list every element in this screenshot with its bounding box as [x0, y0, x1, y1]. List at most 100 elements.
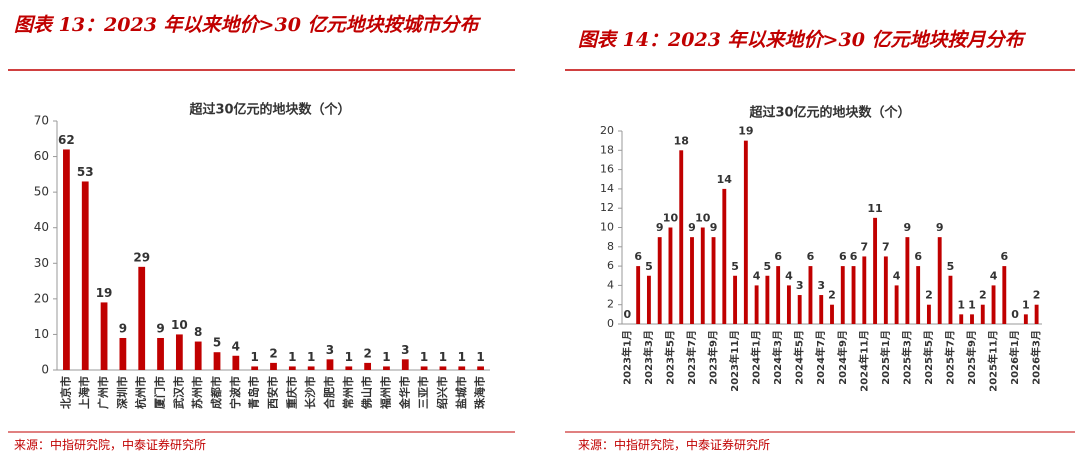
x-tick-label: 2023年7月	[685, 330, 698, 385]
bar	[175, 334, 183, 370]
y-tick-label: 14	[600, 182, 614, 195]
y-tick-label: 2	[607, 298, 614, 311]
x-tick-label: 2023年3月	[642, 330, 655, 385]
x-tick-label: 长沙市	[303, 376, 317, 409]
x-tick-label: 2023年5月	[663, 330, 676, 385]
bar	[819, 295, 824, 324]
bar	[754, 285, 759, 324]
x-tick-label: 2026年3月	[1030, 330, 1043, 385]
value-label: 1	[288, 350, 296, 364]
y-tick-label: 50	[34, 185, 49, 199]
y-tick-label: 16	[600, 163, 614, 176]
bar	[970, 314, 974, 324]
bar	[959, 314, 964, 324]
value-label: 10	[663, 212, 679, 225]
value-label: 1	[968, 298, 976, 311]
bar	[326, 359, 334, 370]
bar	[991, 285, 996, 324]
value-label: 1	[307, 350, 315, 364]
y-tick-label: 40	[34, 220, 49, 234]
heading: 图表 14：2023 年以来地价>30 亿元地块按月分布	[578, 29, 1024, 51]
bar	[905, 237, 910, 324]
value-label: 4	[753, 269, 761, 282]
value-label: 1	[458, 350, 466, 364]
bar	[213, 352, 221, 370]
x-tick-label: 常州市	[341, 376, 355, 409]
x-tick-label: 深圳市	[115, 376, 129, 409]
x-tick-label: 珠海市	[473, 376, 487, 409]
value-label: 9	[119, 321, 127, 335]
value-label: 1	[476, 350, 484, 364]
x-tick-label: 2024年1月	[750, 330, 763, 385]
x-tick-label: 2025年9月	[965, 330, 978, 385]
chart-title: 超过30亿元的地块数（个）	[189, 102, 350, 118]
x-tick-label: 2024年7月	[814, 330, 827, 385]
x-tick-label: 青岛市	[247, 376, 261, 409]
bar	[916, 266, 921, 324]
bar	[251, 366, 259, 370]
value-label: 9	[710, 221, 718, 234]
value-label: 6	[1000, 250, 1008, 263]
value-label: 10	[695, 212, 711, 225]
value-label: 2	[828, 289, 836, 302]
value-label: 6	[914, 250, 922, 263]
x-tick-label: 三亚市	[416, 376, 430, 409]
bar	[679, 150, 684, 324]
bar	[711, 237, 716, 324]
bar	[1034, 304, 1039, 324]
bar	[458, 366, 466, 370]
bar	[657, 237, 662, 324]
y-tick-label: 20	[34, 291, 49, 305]
value-label: 1	[382, 350, 390, 364]
value-label: 19	[96, 286, 113, 300]
bar	[1023, 314, 1028, 324]
bar	[722, 188, 727, 324]
y-tick-label: 60	[34, 149, 49, 163]
x-tick-label: 上海市	[77, 376, 91, 409]
bar	[1002, 266, 1007, 324]
bar	[776, 266, 781, 324]
value-label: 6	[807, 250, 815, 263]
y-tick-label: 20	[600, 124, 614, 137]
x-tick-label: 2023年9月	[707, 330, 720, 385]
value-label: 14	[717, 173, 733, 186]
y-tick-label: 30	[34, 256, 49, 270]
y-tick-label: 0	[607, 317, 614, 330]
x-tick-label: 西安市	[266, 376, 280, 409]
x-tick-label: 2024年9月	[836, 330, 849, 385]
x-tick-label: 成都市	[209, 376, 223, 409]
bar	[119, 337, 127, 370]
value-label: 8	[194, 325, 202, 339]
x-tick-label: 佛山市	[360, 376, 374, 410]
x-tick-label: 金华市	[397, 376, 411, 410]
value-label: 7	[860, 240, 868, 253]
heading: 图表 13：2023 年以来地价>30 亿元地块按城市分布	[14, 14, 479, 36]
bar	[926, 304, 931, 324]
x-tick-label: 2024年3月	[771, 330, 784, 385]
value-label: 5	[213, 336, 221, 350]
y-tick-label: 8	[607, 240, 614, 253]
x-tick-label: 厦门市	[153, 376, 167, 409]
y-tick-label: 10	[34, 327, 49, 341]
bar	[646, 275, 651, 324]
value-label: 9	[936, 221, 944, 234]
source: 来源：中指研究院，中泰证券研究所	[578, 438, 771, 452]
value-label: 9	[156, 321, 164, 335]
x-tick-label: 广州市	[96, 376, 110, 409]
bar	[733, 275, 738, 324]
value-label: 19	[738, 125, 753, 138]
bar	[948, 275, 953, 324]
value-label: 2	[1033, 289, 1041, 302]
bar	[307, 366, 315, 370]
bar	[830, 304, 834, 324]
bar	[63, 149, 70, 370]
value-label: 62	[58, 133, 75, 147]
bar	[364, 362, 372, 370]
value-label: 1	[1022, 298, 1030, 311]
x-tick-label: 2024年11月	[857, 330, 870, 392]
y-tick-label: 12	[600, 201, 614, 214]
bar	[288, 366, 296, 370]
bar	[157, 337, 164, 370]
